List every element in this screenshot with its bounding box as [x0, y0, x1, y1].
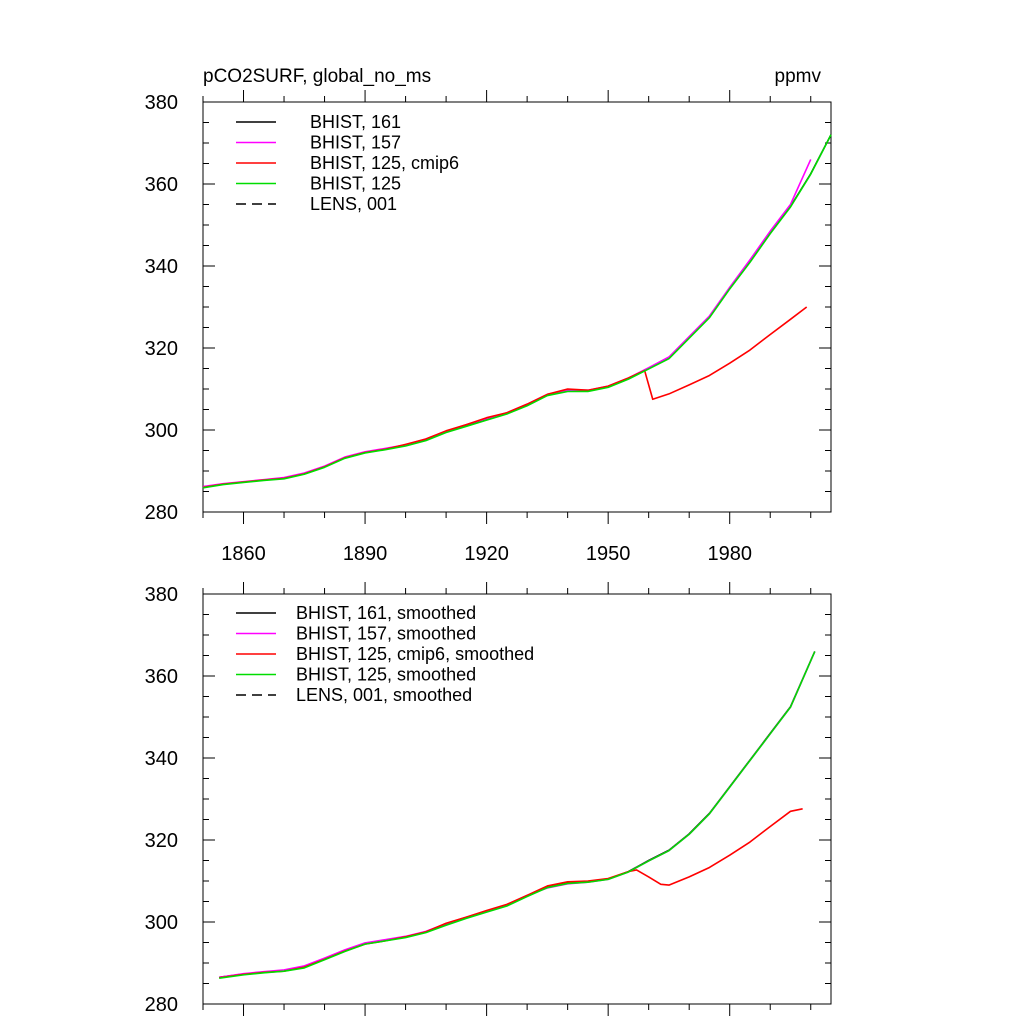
x-tick-label: 1920: [464, 543, 509, 565]
series-line: [219, 808, 803, 979]
legend-entry: BHIST, 161: [310, 112, 401, 132]
top-panel: 280 300 320 340 360 380 1860 1890 1920 1950 1980 pC…: [145, 66, 832, 565]
y-tick-label: 360: [145, 666, 178, 688]
series-line: [202, 134, 832, 489]
legend-entry: BHIST, 125, smoothed: [296, 665, 476, 685]
series-line: [202, 134, 832, 489]
x-tick-label: 1890: [343, 543, 388, 565]
y-tick-label: 380: [145, 584, 178, 606]
y-tick-label: 340: [145, 748, 178, 770]
y-tick-label: 380: [145, 92, 178, 114]
legend-entry: BHIST, 157: [310, 133, 401, 153]
legend-entry: BHIST, 157, smoothed: [296, 624, 476, 644]
series-line: [202, 159, 812, 488]
legend-entry: BHIST, 161, smoothed: [296, 603, 476, 623]
x-tick-label: 1980: [707, 543, 752, 565]
series-line: [202, 306, 808, 489]
legend-entry: BHIST, 125: [310, 174, 401, 194]
legend-entry: BHIST, 125, cmip6: [310, 153, 459, 173]
y-tick-label: 320: [145, 338, 178, 360]
y-tick-label: 340: [145, 256, 178, 278]
y-tick-label: 300: [145, 912, 178, 934]
plot-frame: [202, 101, 832, 513]
x-tick-label: 1950: [586, 543, 631, 565]
legend-entry: BHIST, 125, cmip6, smoothed: [296, 644, 534, 664]
y-tick-label: 360: [145, 174, 178, 196]
y-tick-label: 300: [145, 420, 178, 442]
y-tick-label: 320: [145, 830, 178, 852]
series-line: [219, 651, 816, 979]
panel-title: pCO2SURF, global_no_ms: [203, 66, 431, 87]
y-tick-label: 280: [145, 994, 178, 1016]
y-tick-label: 280: [145, 502, 178, 524]
units-label: ppmv: [775, 66, 822, 87]
x-tick-label: 1860: [221, 543, 266, 565]
legend-entry: LENS, 001: [310, 194, 397, 214]
legend-entry: LENS, 001, smoothed: [296, 685, 472, 705]
